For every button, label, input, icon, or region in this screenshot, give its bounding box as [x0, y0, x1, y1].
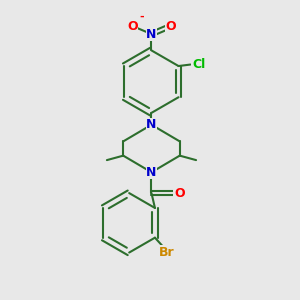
Text: -: - [139, 12, 144, 22]
Text: O: O [165, 20, 176, 33]
Text: O: O [174, 187, 185, 200]
Text: N: N [146, 28, 157, 40]
Text: Cl: Cl [192, 58, 205, 71]
Text: N: N [146, 118, 157, 131]
Text: Br: Br [159, 246, 175, 259]
Text: N: N [146, 166, 157, 179]
Text: O: O [127, 20, 138, 33]
